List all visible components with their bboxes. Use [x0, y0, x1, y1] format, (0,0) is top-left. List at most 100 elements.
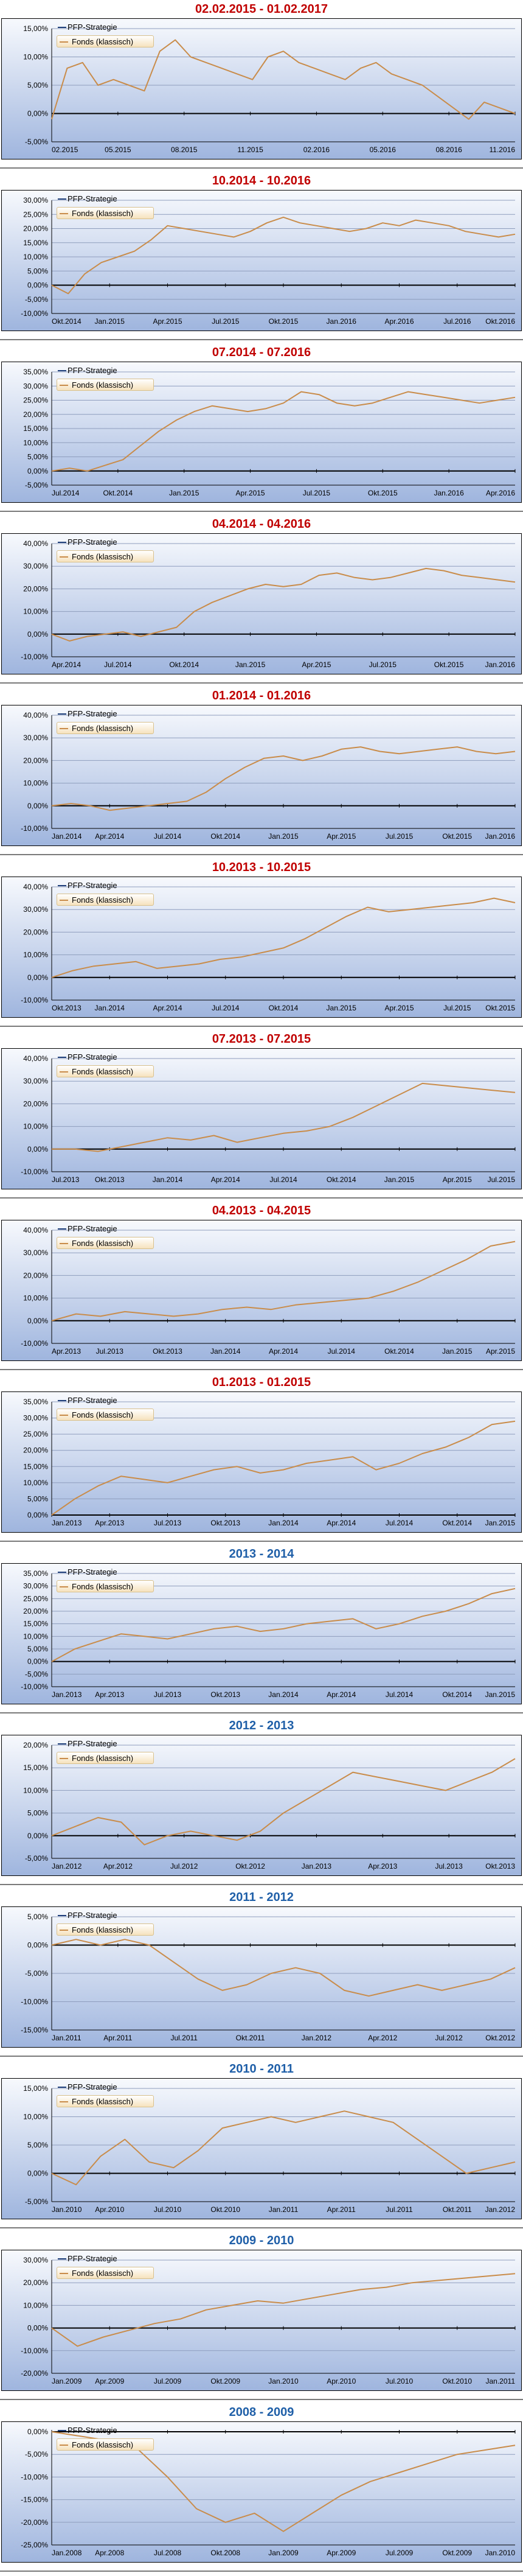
chart-panel: 01.2014 - 01.2016 -10,00% 0,00% 10,00% 20,00… — [0, 687, 523, 850]
x-tick-label: Jan.2015 — [169, 489, 199, 497]
legend-label-fund: Fonds (klassisch) — [72, 1582, 134, 1591]
y-tick-label: 5,00% — [27, 1809, 48, 1818]
y-tick-label: 40,00% — [23, 1226, 48, 1234]
x-tick-label: Jul.2014 — [104, 660, 132, 669]
chart-legend: PFP-Strategie Fonds (klassisch) — [57, 1051, 154, 1079]
x-tick-label: Apr.2011 — [327, 2205, 356, 2214]
legend-swatch-strategy — [58, 1400, 66, 1401]
legend-label-strategy: PFP-Strategie — [68, 366, 117, 375]
chart-title: 01.2013 - 01.2015 — [212, 1376, 311, 1389]
x-tick-label: Okt.2014 — [442, 1519, 472, 1527]
x-tick-label: Okt.2008 — [210, 2549, 240, 2557]
y-tick-label: 30,00% — [23, 1414, 48, 1423]
x-tick-label: Jul.2010 — [154, 2205, 182, 2214]
y-tick-label: 40,00% — [23, 539, 48, 548]
x-tick-label: Jul.2011 — [170, 2034, 198, 2042]
x-tick-label: Jan.2009 — [52, 2377, 82, 2385]
y-tick-label: 0,00% — [27, 281, 48, 290]
y-tick-label: -25,00% — [21, 2541, 48, 2549]
y-tick-label: 40,00% — [23, 711, 48, 719]
x-tick-label: Jul.2009 — [386, 2549, 414, 2557]
y-tick-label: 40,00% — [23, 1054, 48, 1063]
x-tick-label: Jul.2014 — [386, 1690, 414, 1699]
y-tick-label: -5,00% — [25, 1854, 48, 1863]
y-tick-label: 10,00% — [23, 2113, 48, 2121]
legend-swatch-strategy — [58, 1743, 66, 1745]
legend-item-strategy: PFP-Strategie — [57, 1223, 154, 1235]
chart-title: 02.02.2015 - 01.02.2017 — [195, 2, 328, 16]
chart-area: 0,00% 5,00% 10,00% 15,00% 20,00% 25,00% 30,00%… — [1, 1391, 522, 1533]
x-tick-label: Okt.2015 — [442, 832, 472, 841]
panel-divider — [0, 1884, 523, 1885]
legend-item-fund: Fonds (klassisch) — [57, 207, 154, 219]
chart-legend: PFP-Strategie Fonds (klassisch) — [57, 1395, 154, 1423]
x-tick-label: Apr.2009 — [327, 2549, 356, 2557]
legend-label-strategy: PFP-Strategie — [68, 1911, 117, 1920]
x-tick-label: Jan.2014 — [95, 1004, 125, 1012]
legend-item-strategy: PFP-Strategie — [57, 536, 154, 548]
x-tick-label: Jul.2015 — [212, 317, 240, 326]
y-tick-label: 15,00% — [23, 239, 48, 247]
y-tick-label: 20,00% — [23, 1271, 48, 1279]
legend-swatch-fund — [60, 385, 68, 386]
legend-item-fund: Fonds (klassisch) — [57, 722, 154, 734]
panel-divider — [0, 854, 523, 855]
x-tick-label: Jan.2014 — [52, 832, 82, 841]
legend-label-fund: Fonds (klassisch) — [72, 1410, 134, 1419]
panel-divider — [0, 2227, 523, 2228]
y-tick-label: -10,00% — [21, 996, 48, 1004]
chart-panel: 2009 - 2010 -20,00% -10,00% 0,00% 10,00% 20,0… — [0, 2231, 523, 2395]
legend-item-fund: Fonds (klassisch) — [57, 1237, 154, 1249]
x-tick-label: Okt.2009 — [442, 2549, 472, 2557]
y-tick-label: 5,00% — [27, 81, 48, 89]
x-tick-label: Jan.2010 — [268, 2377, 299, 2385]
x-tick-label: Okt.2014 — [210, 832, 240, 841]
chart-svg: -10,00% 0,00% 10,00% 20,00% 30,00% 40,00% Okt.… — [21, 883, 516, 1012]
x-tick-label: Jul.2011 — [386, 2205, 413, 2214]
x-tick-label: Apr.2014 — [327, 1519, 356, 1527]
y-tick-label: -5,00% — [25, 138, 48, 146]
legend-label-fund: Fonds (klassisch) — [72, 1925, 134, 1934]
y-tick-label: 10,00% — [23, 779, 48, 788]
legend-label-strategy: PFP-Strategie — [68, 537, 117, 547]
legend-item-fund: Fonds (klassisch) — [57, 35, 154, 47]
legend-swatch-strategy — [58, 1228, 66, 1230]
x-tick-label: Jul.2008 — [154, 2549, 182, 2557]
x-tick-label: Jul.2015 — [488, 1175, 516, 1184]
x-tick-label: Okt.2009 — [210, 2377, 240, 2385]
y-tick-label: 10,00% — [23, 1632, 48, 1640]
y-tick-label: 5,00% — [27, 1645, 48, 1653]
chart-svg: -20,00% -10,00% 0,00% 10,00% 20,00% 30,00% Jan… — [21, 2256, 516, 2385]
panel-divider — [0, 1197, 523, 1199]
x-tick-label: Apr.2015 — [236, 489, 265, 497]
y-tick-label: 20,00% — [23, 410, 48, 419]
chart-legend: PFP-Strategie Fonds (klassisch) — [57, 1738, 154, 1766]
x-tick-label: Jul.2015 — [443, 1004, 471, 1012]
panel-divider — [0, 1369, 523, 1370]
x-tick-label: Jan.2012 — [302, 2034, 332, 2042]
x-tick-label: Jan.2014 — [210, 1347, 241, 1356]
y-tick-label: 0,00% — [27, 1832, 48, 1840]
x-tick-label: Jan.2015 — [268, 832, 299, 841]
x-tick-label: Jan.2012 — [52, 1862, 82, 1871]
x-tick-label: Jan.2013 — [52, 1519, 82, 1527]
chart-legend: PFP-Strategie Fonds (klassisch) — [57, 193, 154, 221]
chart-area: -10,00% 0,00% 10,00% 20,00% 30,00% 40,00% Apr.… — [1, 1220, 522, 1361]
legend-label-fund: Fonds (klassisch) — [72, 895, 134, 905]
y-tick-label: 30,00% — [23, 1248, 48, 1257]
x-tick-label: Apr.2013 — [95, 1519, 124, 1527]
x-tick-label: Okt.2014 — [169, 660, 199, 669]
y-tick-label: -5,00% — [25, 481, 48, 489]
y-tick-label: 25,00% — [23, 396, 48, 405]
legend-item-fund: Fonds (klassisch) — [57, 2095, 154, 2107]
panel-divider — [0, 167, 523, 169]
panel-divider — [0, 339, 523, 340]
y-tick-label: 35,00% — [23, 1398, 48, 1406]
chart-legend: PFP-Strategie Fonds (klassisch) — [57, 880, 154, 908]
legend-item-strategy: PFP-Strategie — [57, 1909, 154, 1922]
chart-legend: PFP-Strategie Fonds (klassisch) — [57, 2424, 154, 2452]
y-tick-label: -5,00% — [25, 1969, 48, 1978]
x-tick-label: Apr.2015 — [302, 660, 331, 669]
chart-legend: PFP-Strategie Fonds (klassisch) — [57, 1566, 154, 1594]
legend-swatch-fund — [60, 2445, 68, 2446]
